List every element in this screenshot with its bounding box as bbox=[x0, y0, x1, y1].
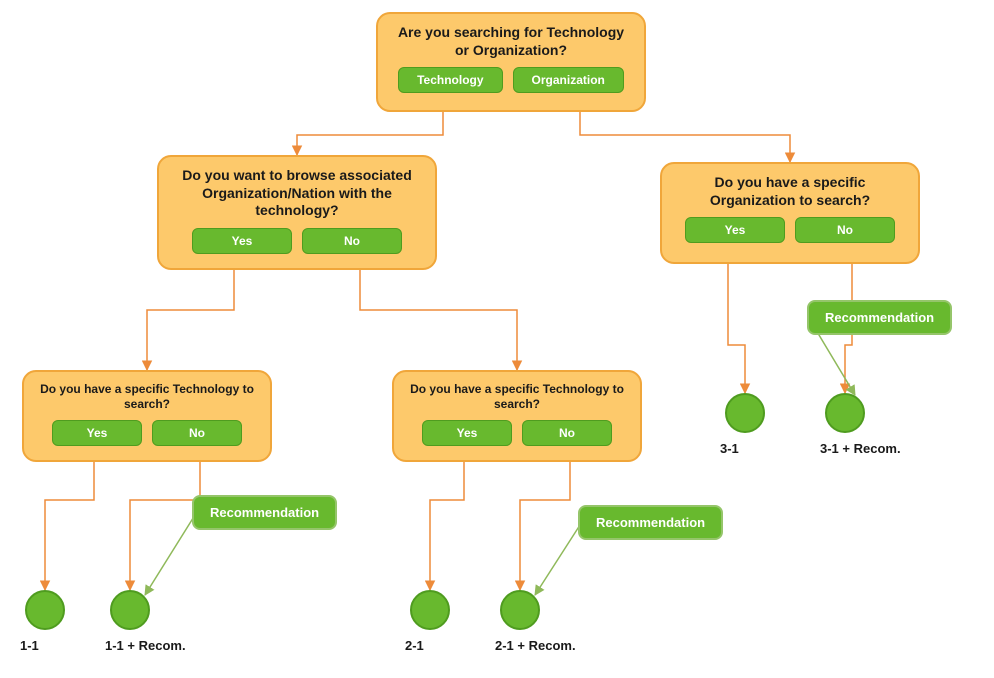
leaf-label-2-1-recom: 2-1 + Recom. bbox=[495, 638, 576, 653]
leaf-label-1-1-recom: 1-1 + Recom. bbox=[105, 638, 186, 653]
leaf-node-2-1-recom bbox=[500, 590, 540, 630]
yes-button[interactable]: Yes bbox=[422, 420, 512, 446]
question-text: Do you have a specific Technology to sea… bbox=[408, 382, 626, 412]
decision-specific-organization: Do you have a specific Organization to s… bbox=[660, 162, 920, 264]
question-text: Do you have a specific Technology to sea… bbox=[38, 382, 256, 412]
no-button[interactable]: No bbox=[152, 420, 242, 446]
recommendation-callout-1: Recommendation bbox=[192, 495, 337, 530]
decision-root: Are you searching for Technology or Orga… bbox=[376, 12, 646, 112]
no-button[interactable]: No bbox=[795, 217, 895, 243]
question-text: Do you want to browse associated Organiz… bbox=[173, 167, 421, 220]
leaf-label-3-1-recom: 3-1 + Recom. bbox=[820, 441, 901, 456]
decision-specific-technology-right: Do you have a specific Technology to sea… bbox=[392, 370, 642, 462]
yes-button[interactable]: Yes bbox=[52, 420, 142, 446]
yes-button[interactable]: Yes bbox=[685, 217, 785, 243]
leaf-node-3-1 bbox=[725, 393, 765, 433]
decision-specific-technology-left: Do you have a specific Technology to sea… bbox=[22, 370, 272, 462]
no-button[interactable]: No bbox=[522, 420, 612, 446]
leaf-label-2-1: 2-1 bbox=[405, 638, 424, 653]
option-technology-button[interactable]: Technology bbox=[398, 67, 502, 93]
leaf-node-2-1 bbox=[410, 590, 450, 630]
leaf-node-1-1 bbox=[25, 590, 65, 630]
decision-browse-associated: Do you want to browse associated Organiz… bbox=[157, 155, 437, 270]
no-button[interactable]: No bbox=[302, 228, 402, 254]
yes-button[interactable]: Yes bbox=[192, 228, 292, 254]
leaf-node-3-1-recom bbox=[825, 393, 865, 433]
question-text: Are you searching for Technology or Orga… bbox=[392, 24, 630, 59]
recommendation-callout-3: Recommendation bbox=[807, 300, 952, 335]
button-row: Technology Organization bbox=[392, 67, 630, 93]
button-row: Yes No bbox=[173, 228, 421, 254]
leaf-label-3-1: 3-1 bbox=[720, 441, 739, 456]
button-row: Yes No bbox=[676, 217, 904, 243]
recommendation-callout-2: Recommendation bbox=[578, 505, 723, 540]
button-row: Yes No bbox=[38, 420, 256, 446]
option-organization-button[interactable]: Organization bbox=[513, 67, 624, 93]
button-row: Yes No bbox=[408, 420, 626, 446]
leaf-label-1-1: 1-1 bbox=[20, 638, 39, 653]
leaf-node-1-1-recom bbox=[110, 590, 150, 630]
question-text: Do you have a specific Organization to s… bbox=[676, 174, 904, 209]
